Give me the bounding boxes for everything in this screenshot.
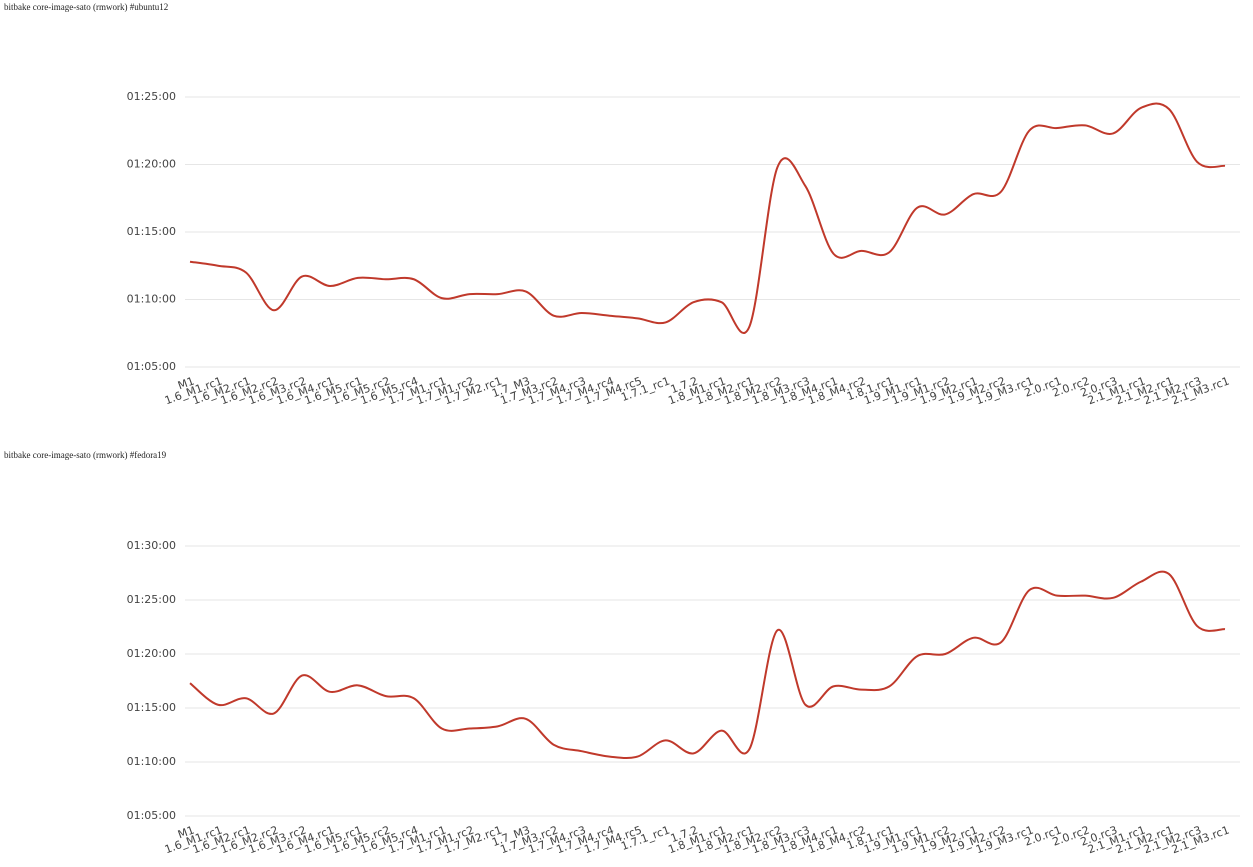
y-tick-label: 01:30:00	[127, 539, 176, 552]
y-tick-label: 01:20:00	[127, 647, 176, 660]
chart-title: bitbake core-image-sato (rmwork) #ubuntu…	[4, 2, 168, 12]
chart-title: bitbake core-image-sato (rmwork) #fedora…	[4, 450, 167, 460]
series-line	[189, 102, 1226, 334]
x-tick-label: 2.1_M3.rc1	[1170, 823, 1231, 856]
y-tick-label: 01:10:00	[127, 755, 176, 768]
y-tick-label: 01:05:00	[127, 360, 176, 373]
x-tick-label: M1	[176, 374, 196, 392]
series-line	[189, 570, 1226, 760]
y-tick-label: 01:05:00	[127, 809, 176, 822]
y-tick-label: 01:10:00	[127, 293, 176, 306]
x-tick-label: M1	[176, 823, 196, 841]
y-tick-label: 01:20:00	[127, 158, 176, 171]
x-tick-label: 2.1_M3.rc1	[1170, 374, 1231, 407]
y-tick-label: 01:15:00	[127, 225, 176, 238]
y-tick-label: 01:25:00	[127, 593, 176, 606]
y-tick-label: 01:15:00	[127, 701, 176, 714]
y-tick-label: 01:25:00	[127, 90, 176, 103]
